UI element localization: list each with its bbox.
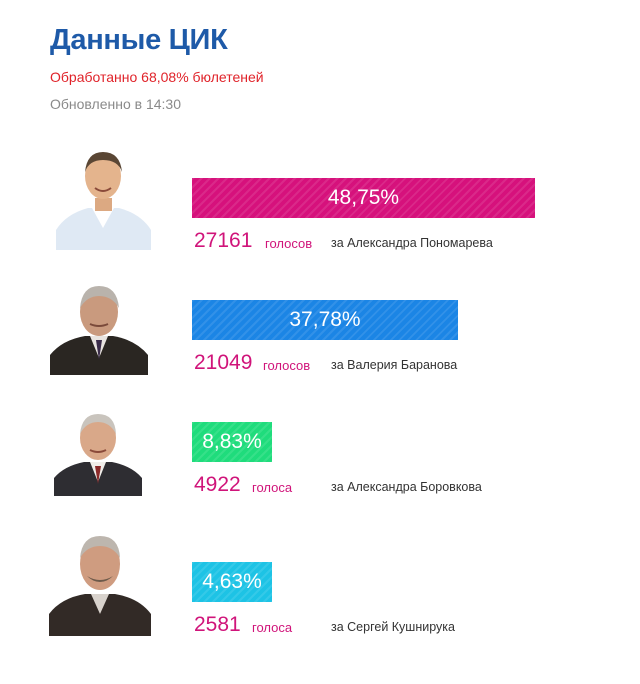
bar-percent-label: 48,75% [327, 186, 400, 209]
candidate-name: за Александра Пономарева [331, 236, 493, 250]
votes-word: голосов [265, 236, 313, 251]
candidate-name: за Валерия Баранова [331, 358, 458, 372]
bar-percent-label: 4,63% [202, 570, 262, 593]
processed-status: Обработанно 68,08% бюлетеней [50, 69, 264, 85]
bar-percent-label: 8,83% [202, 430, 262, 453]
candidate-photo [56, 146, 151, 250]
votes-word: голосов [263, 358, 311, 373]
votes-count: 21049 [194, 351, 253, 374]
result-bar: 37,78% [192, 300, 458, 340]
candidate-photo [49, 528, 151, 636]
votes-count: 2581 [194, 613, 241, 636]
votes-count: 27161 [194, 229, 253, 252]
votes-word: голоса [252, 480, 293, 495]
candidate-name: за Сергей Кушнирука [331, 620, 455, 634]
result-bar: 4,63% [192, 562, 272, 602]
candidate-photo [50, 280, 148, 375]
bar-percent-label: 37,78% [289, 308, 361, 331]
votes-word: голоса [252, 620, 293, 635]
result-bar: 48,75% [192, 178, 535, 218]
candidate-name: за Александра Боровкова [331, 480, 482, 494]
votes-count: 4922 [194, 473, 241, 496]
updated-timestamp: Обновленно в 14:30 [50, 96, 181, 112]
page-title: Данные ЦИК [50, 24, 228, 56]
candidate-photo [54, 408, 142, 496]
result-bar: 8,83% [192, 422, 272, 462]
